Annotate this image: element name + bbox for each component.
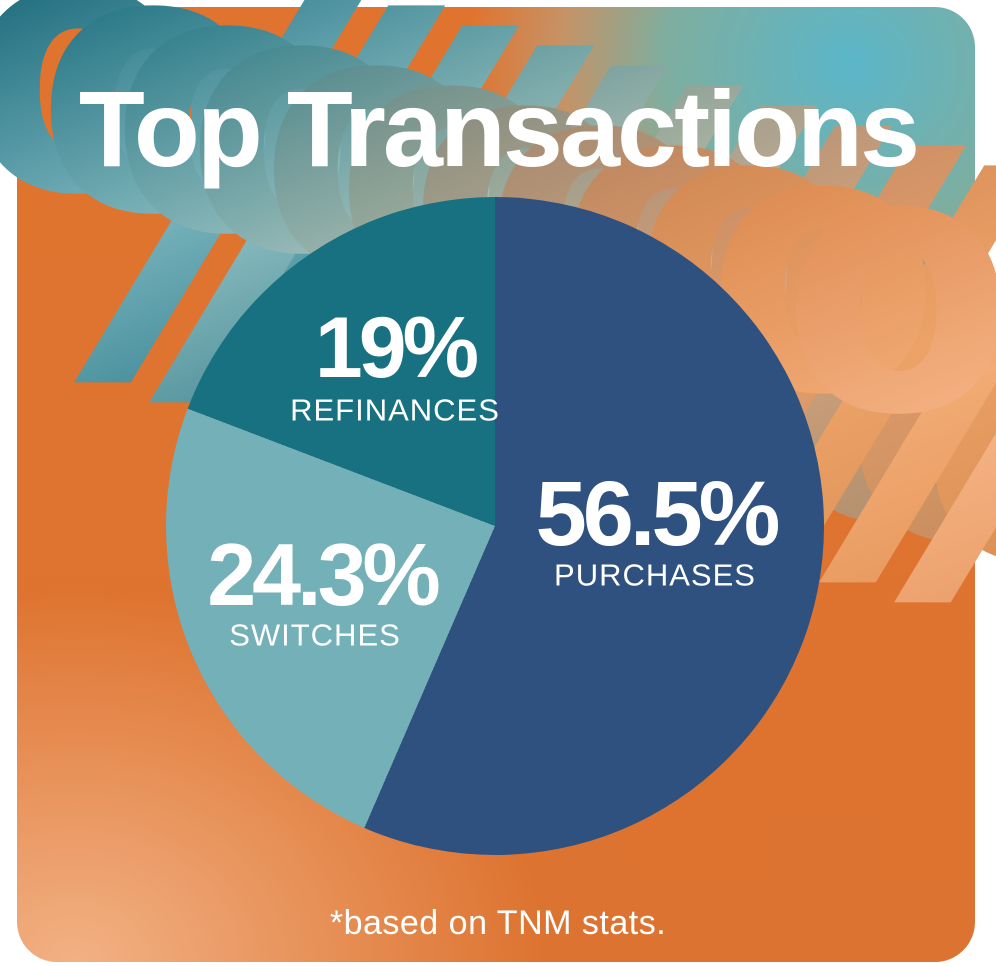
page-title: Top Transactions — [78, 68, 920, 189]
pie-chart: 19% REFINANCES 24.3% SWITCHES 56.5% PURC… — [166, 197, 824, 855]
slice-value-switches: 24.3% — [207, 525, 441, 624]
slice-value-refinances: 19% — [314, 300, 479, 396]
footnote: *based on TNM stats. — [329, 904, 667, 942]
slice-value-purchases: 56.5% — [535, 463, 781, 565]
slice-label-purchases: PURCHASES — [554, 557, 756, 593]
slice-label-switches: SWITCHES — [229, 617, 401, 653]
slice-label-refinances: REFINANCES — [290, 392, 500, 428]
